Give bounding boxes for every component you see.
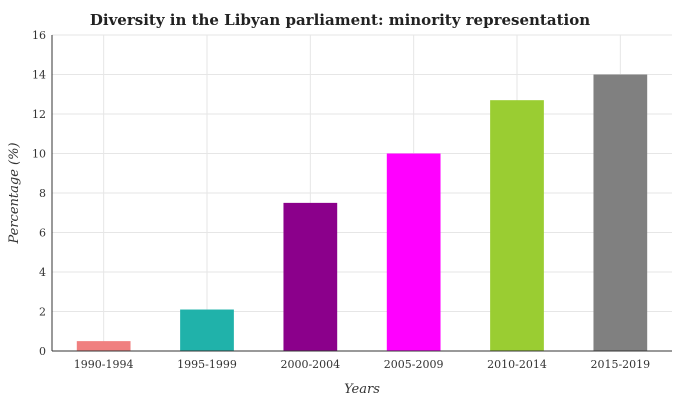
y-tick-labels: 0 2 4 6 8 10 12 14 16 <box>32 29 46 358</box>
bar-2000-2004 <box>283 202 338 351</box>
y-tick-label: 14 <box>32 69 46 82</box>
bar-2010-2014 <box>490 100 544 351</box>
x-tick-label: 1995-1999 <box>177 358 237 371</box>
bar-1995-1999 <box>180 309 234 351</box>
y-tick-label: 6 <box>39 227 46 240</box>
grid-lines <box>52 34 672 352</box>
y-tick-label: 16 <box>32 29 46 42</box>
y-tick-label: 2 <box>39 306 46 319</box>
bar-2005-2009 <box>386 153 441 351</box>
y-tick-label: 12 <box>32 108 46 121</box>
y-tick-label: 0 <box>39 345 46 358</box>
y-tick-label: 8 <box>39 187 46 200</box>
bar-1990-1994 <box>76 341 131 351</box>
chart-title: Diversity in the Libyan parliament: mino… <box>90 11 590 29</box>
x-tick-label: 2005-2009 <box>384 358 444 371</box>
x-tick-label: 2015-2019 <box>590 358 650 371</box>
x-tick-label: 1990-1994 <box>74 358 134 371</box>
x-tick-labels: 1990-1994 1995-1999 2000-2004 2005-2009 2010… <box>74 358 650 371</box>
bars <box>76 74 648 351</box>
y-axis-label: Percentage (%) <box>7 142 22 244</box>
x-axis-label: Years <box>344 382 380 397</box>
y-tick-label: 10 <box>32 148 46 161</box>
x-tick-label: 2010-2014 <box>487 358 547 371</box>
y-tick-label: 4 <box>39 266 46 279</box>
x-tick-label: 2000-2004 <box>280 358 340 371</box>
bar-2015-2019 <box>593 74 648 351</box>
